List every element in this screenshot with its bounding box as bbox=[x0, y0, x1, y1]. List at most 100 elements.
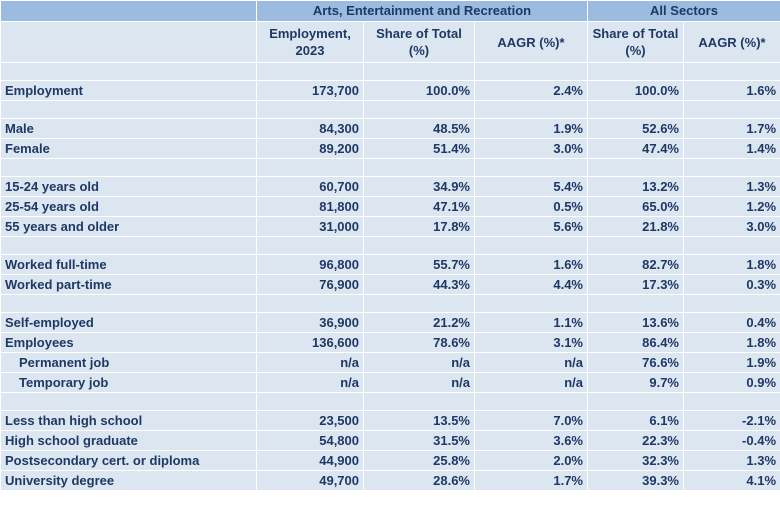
cell-share-all: 100.0% bbox=[587, 80, 684, 101]
cell-share: n/a bbox=[363, 372, 475, 393]
cell-employment: 49,700 bbox=[256, 470, 364, 491]
table-row: Worked full-time 96,800 55.7% 1.6% 82.7%… bbox=[0, 254, 780, 275]
cell-aagr-all: 1.4% bbox=[682, 138, 780, 159]
cell-aagr-all: 3.0% bbox=[682, 216, 780, 237]
group-header-all-sectors: All Sectors bbox=[586, 0, 780, 22]
cell-share: 31.5% bbox=[363, 430, 475, 451]
cell-employment: 23,500 bbox=[256, 410, 364, 431]
cell-share-all: 32.3% bbox=[587, 450, 684, 471]
row-label: University degree bbox=[0, 470, 257, 491]
cell-aagr: n/a bbox=[474, 352, 588, 373]
cell-aagr: 5.6% bbox=[474, 216, 588, 237]
cell-aagr: n/a bbox=[474, 372, 588, 393]
column-header-row: Employment, 2023 Share of Total (%) AAGR… bbox=[0, 21, 780, 63]
cell-share: 44.3% bbox=[363, 274, 475, 295]
cell-employment: 36,900 bbox=[256, 312, 364, 333]
cell-share: 28.6% bbox=[363, 470, 475, 491]
cell-share: 51.4% bbox=[363, 138, 475, 159]
cell-aagr: 1.1% bbox=[474, 312, 588, 333]
cell-aagr-all: 1.9% bbox=[682, 352, 780, 373]
cell-employment: n/a bbox=[256, 372, 364, 393]
table-row: Permanent job n/a n/a n/a 76.6% 1.9% bbox=[0, 352, 780, 373]
cell-share-all: 86.4% bbox=[587, 332, 684, 353]
cell-employment: 76,900 bbox=[256, 274, 364, 295]
cell-aagr-all: 1.8% bbox=[682, 332, 780, 353]
table-row: 25-54 years old 81,800 47.1% 0.5% 65.0% … bbox=[0, 196, 780, 217]
row-label: High school graduate bbox=[0, 430, 257, 451]
column-header-aagr-sector: AAGR (%)* bbox=[474, 21, 588, 63]
cell-share: 47.1% bbox=[363, 196, 475, 217]
row-label: 55 years and older bbox=[0, 216, 257, 237]
column-header-share-all: Share of Total (%) bbox=[587, 21, 684, 63]
cell-employment: 81,800 bbox=[256, 196, 364, 217]
cell-aagr-all: 0.4% bbox=[682, 312, 780, 333]
cell-aagr-all: 1.3% bbox=[682, 450, 780, 471]
spacer-row bbox=[0, 62, 780, 81]
cell-employment: 31,000 bbox=[256, 216, 364, 237]
cell-share-all: 39.3% bbox=[587, 470, 684, 491]
cell-employment: 60,700 bbox=[256, 176, 364, 197]
row-label: Permanent job bbox=[0, 352, 257, 373]
cell-share: 25.8% bbox=[363, 450, 475, 471]
row-label: 15-24 years old bbox=[0, 176, 257, 197]
cell-employment: 173,700 bbox=[256, 80, 364, 101]
cell-share-all: 6.1% bbox=[587, 410, 684, 431]
row-label: Employees bbox=[0, 332, 257, 353]
table-row: Male 84,300 48.5% 1.9% 52.6% 1.7% bbox=[0, 118, 780, 139]
cell-employment: 136,600 bbox=[256, 332, 364, 353]
cell-share-all: 76.6% bbox=[587, 352, 684, 373]
cell-aagr-all: 0.9% bbox=[682, 372, 780, 393]
cell-aagr-all: 1.6% bbox=[682, 80, 780, 101]
column-header-blank bbox=[0, 21, 257, 63]
cell-aagr: 1.6% bbox=[474, 254, 588, 275]
spacer-row bbox=[0, 294, 780, 313]
table-row: High school graduate 54,800 31.5% 3.6% 2… bbox=[0, 430, 780, 451]
spacer-row bbox=[0, 100, 780, 119]
cell-aagr: 1.7% bbox=[474, 470, 588, 491]
cell-share-all: 13.2% bbox=[587, 176, 684, 197]
table-row: Self-employed 36,900 21.2% 1.1% 13.6% 0.… bbox=[0, 312, 780, 333]
cell-share-all: 47.4% bbox=[587, 138, 684, 159]
cell-share-all: 17.3% bbox=[587, 274, 684, 295]
employment-table: Arts, Entertainment and Recreation All S… bbox=[0, 0, 780, 491]
row-label: Self-employed bbox=[0, 312, 257, 333]
cell-share-all: 13.6% bbox=[587, 312, 684, 333]
spacer-row bbox=[0, 158, 780, 177]
table-row: Postsecondary cert. or diploma 44,900 25… bbox=[0, 450, 780, 471]
cell-employment: 96,800 bbox=[256, 254, 364, 275]
table-row: 55 years and older 31,000 17.8% 5.6% 21.… bbox=[0, 216, 780, 237]
row-label: Worked full-time bbox=[0, 254, 257, 275]
spacer-row bbox=[0, 236, 780, 255]
cell-share-all: 21.8% bbox=[587, 216, 684, 237]
cell-share: 21.2% bbox=[363, 312, 475, 333]
cell-aagr-all: 0.3% bbox=[682, 274, 780, 295]
cell-share: 34.9% bbox=[363, 176, 475, 197]
cell-share: 78.6% bbox=[363, 332, 475, 353]
spacer-row bbox=[0, 392, 780, 411]
table-row: Less than high school 23,500 13.5% 7.0% … bbox=[0, 410, 780, 431]
row-label: 25-54 years old bbox=[0, 196, 257, 217]
cell-aagr: 5.4% bbox=[474, 176, 588, 197]
cell-employment: n/a bbox=[256, 352, 364, 373]
cell-aagr-all: 1.8% bbox=[682, 254, 780, 275]
group-header-blank bbox=[0, 0, 257, 22]
cell-aagr-all: 1.3% bbox=[682, 176, 780, 197]
cell-share: n/a bbox=[363, 352, 475, 373]
cell-share: 55.7% bbox=[363, 254, 475, 275]
cell-share-all: 65.0% bbox=[587, 196, 684, 217]
cell-aagr: 4.4% bbox=[474, 274, 588, 295]
cell-aagr: 3.1% bbox=[474, 332, 588, 353]
column-header-aagr-all: AAGR (%)* bbox=[682, 21, 780, 63]
cell-aagr: 3.0% bbox=[474, 138, 588, 159]
group-header-sector: Arts, Entertainment and Recreation bbox=[256, 0, 588, 22]
row-label: Female bbox=[0, 138, 257, 159]
column-header-share-sector: Share of Total (%) bbox=[363, 21, 475, 63]
row-label: Worked part-time bbox=[0, 274, 257, 295]
table-row: University degree 49,700 28.6% 1.7% 39.3… bbox=[0, 470, 780, 491]
table-row: 15-24 years old 60,700 34.9% 5.4% 13.2% … bbox=[0, 176, 780, 197]
table-row: Employment 173,700 100.0% 2.4% 100.0% 1.… bbox=[0, 80, 780, 101]
cell-share: 17.8% bbox=[363, 216, 475, 237]
cell-share-all: 22.3% bbox=[587, 430, 684, 451]
cell-aagr: 0.5% bbox=[474, 196, 588, 217]
